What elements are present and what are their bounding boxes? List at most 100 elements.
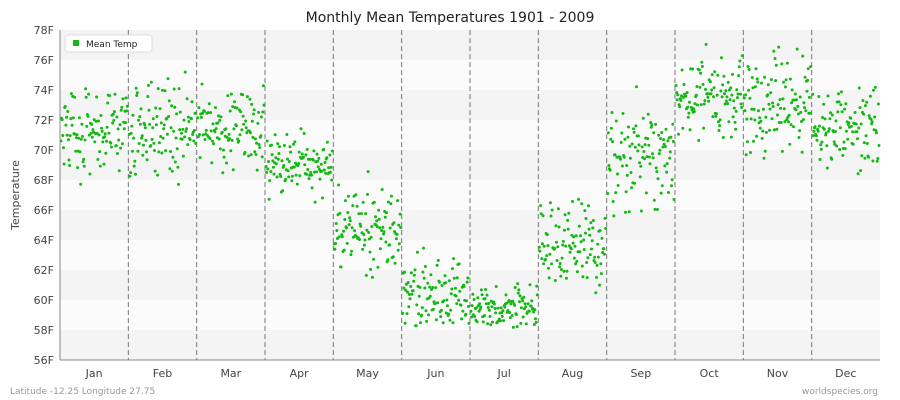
data-point <box>80 122 84 126</box>
data-point <box>567 244 571 248</box>
data-point <box>171 155 175 159</box>
y-tick-label: 78F <box>34 24 54 37</box>
data-point <box>218 147 222 151</box>
data-point <box>679 99 683 102</box>
data-point <box>680 68 684 72</box>
data-point <box>149 144 153 148</box>
data-point <box>330 178 334 182</box>
data-point <box>337 235 341 239</box>
data-point <box>547 266 550 270</box>
data-point <box>783 120 787 124</box>
data-point <box>386 258 390 262</box>
data-point <box>737 65 741 69</box>
data-point <box>540 257 544 261</box>
data-point <box>478 307 482 311</box>
data-point <box>150 137 154 141</box>
data-point <box>180 137 184 141</box>
data-point <box>508 316 512 320</box>
data-point <box>106 101 110 105</box>
data-point <box>175 147 179 151</box>
data-point <box>630 186 634 190</box>
data-point <box>120 142 124 146</box>
data-point <box>143 126 147 130</box>
data-point <box>475 306 478 310</box>
data-point <box>507 299 511 302</box>
data-point <box>508 311 512 314</box>
data-point <box>414 324 418 328</box>
data-point <box>119 108 123 112</box>
data-point <box>790 88 794 92</box>
data-point <box>566 227 570 231</box>
data-point <box>785 61 789 65</box>
data-point <box>572 235 576 239</box>
data-point <box>756 80 760 84</box>
data-point <box>465 299 468 303</box>
data-point <box>626 135 630 139</box>
legend-swatch <box>73 40 79 46</box>
data-point <box>860 154 864 158</box>
data-point <box>864 134 868 138</box>
data-point <box>330 149 334 153</box>
data-point <box>775 127 779 131</box>
data-point <box>549 214 553 218</box>
data-point <box>650 123 654 127</box>
data-point <box>760 81 763 85</box>
data-point <box>227 132 231 136</box>
data-point <box>665 170 669 174</box>
data-point <box>734 109 738 113</box>
data-point <box>598 229 602 232</box>
data-point <box>806 67 810 71</box>
data-point <box>413 268 417 272</box>
data-point <box>429 273 433 277</box>
data-point <box>564 276 568 280</box>
data-point <box>861 99 865 103</box>
data-point <box>798 129 802 133</box>
data-point <box>602 252 606 256</box>
data-point <box>808 111 812 115</box>
data-point <box>248 97 252 101</box>
data-point <box>577 197 581 201</box>
data-point <box>117 169 121 173</box>
data-point <box>817 95 821 98</box>
data-point <box>334 222 338 225</box>
data-point <box>799 110 803 114</box>
data-point <box>232 127 236 131</box>
data-point <box>794 108 798 112</box>
data-point <box>335 229 339 232</box>
data-point <box>675 98 679 102</box>
data-point <box>855 130 859 134</box>
data-point <box>858 106 862 110</box>
data-point <box>646 112 650 116</box>
data-point <box>847 121 851 125</box>
data-point <box>292 165 296 169</box>
data-point <box>488 315 492 318</box>
data-point <box>793 92 797 96</box>
data-point <box>329 170 332 174</box>
data-point <box>187 120 191 123</box>
data-point <box>201 133 205 137</box>
data-point <box>295 182 299 186</box>
data-point <box>137 142 141 145</box>
data-point <box>318 177 322 181</box>
data-point <box>776 103 780 107</box>
data-point <box>62 146 65 150</box>
data-point <box>771 101 775 105</box>
data-point <box>313 200 317 204</box>
data-point <box>386 200 390 204</box>
data-point <box>823 117 827 121</box>
data-point <box>874 129 878 132</box>
data-point <box>662 138 666 142</box>
data-point <box>533 308 537 312</box>
data-point <box>166 77 170 81</box>
data-point <box>643 143 647 147</box>
data-point <box>685 91 689 95</box>
data-point <box>415 250 419 254</box>
data-point <box>140 134 144 138</box>
data-point <box>124 121 127 125</box>
data-point <box>242 122 246 126</box>
data-point <box>112 118 116 122</box>
data-point <box>530 299 534 303</box>
data-point <box>303 163 307 167</box>
data-point <box>394 237 398 241</box>
data-point <box>753 85 757 89</box>
